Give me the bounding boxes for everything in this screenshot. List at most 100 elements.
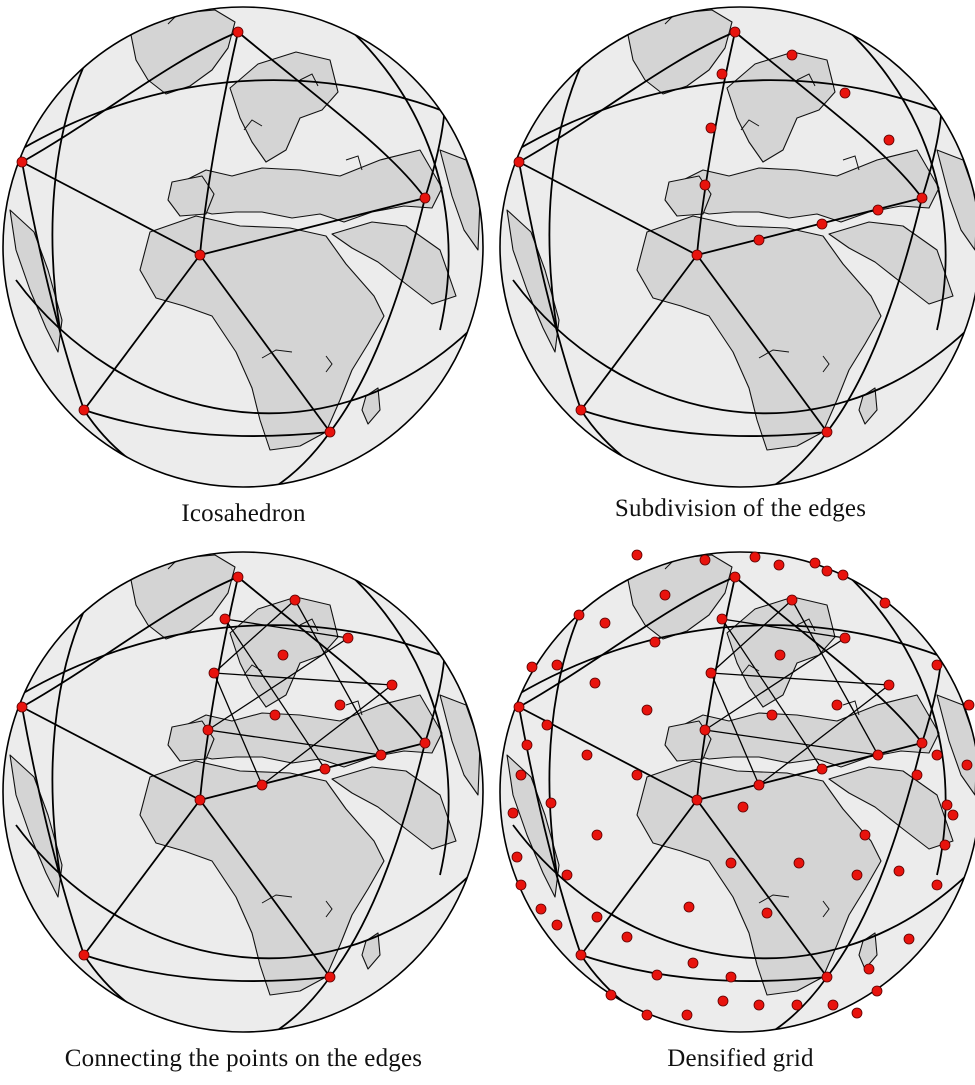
coastline-4: [261, 349, 293, 359]
grid-vertex: [691, 794, 703, 806]
grid-vertex: [699, 554, 711, 566]
edge-2: [199, 742, 426, 801]
grid-vertex: [511, 851, 523, 863]
grid-vertex: [753, 999, 765, 1011]
landmass-3: [664, 175, 712, 217]
grid-vertex: [513, 701, 525, 713]
edge-0: [21, 576, 239, 708]
grid-vertex: [289, 594, 301, 606]
coastline-1: [740, 119, 760, 131]
landmass-1: [229, 51, 339, 163]
subgrid-edge-3: [213, 672, 263, 786]
edge-4: [237, 576, 426, 744]
subgrid-edge-5: [791, 599, 879, 756]
coastline-4: [261, 894, 293, 904]
landmass-6: [858, 932, 878, 970]
grid-vertex: [749, 551, 761, 563]
landmass-2: [674, 149, 940, 223]
landmass-group: [506, 9, 975, 451]
grid-vertex: [839, 87, 851, 99]
subgrid-edge-8: [721, 618, 846, 639]
grid-vertex: [774, 649, 786, 661]
edge-15: [512, 824, 968, 960]
coastline-4: [758, 894, 790, 904]
caption-icosahedron: Icosahedron: [181, 500, 306, 527]
landmass-group: [9, 9, 481, 451]
grid-vertex: [319, 763, 331, 775]
landmass-2: [177, 694, 443, 768]
grid-vertex: [541, 719, 553, 731]
grid-vertex: [961, 759, 973, 771]
edge-9: [329, 742, 426, 978]
landmass-3: [167, 720, 215, 762]
edge-15: [512, 279, 968, 415]
landmass-6: [361, 932, 381, 970]
grid-vertex: [773, 559, 785, 571]
edge-6: [696, 254, 828, 433]
globe-icosahedron: [2, 6, 484, 488]
grid-vertex: [831, 699, 843, 711]
edge-8: [21, 706, 85, 956]
grid-vertex: [753, 234, 765, 246]
grid-vertex: [821, 426, 833, 438]
grid-vertex: [208, 667, 220, 679]
grid-vertex: [939, 839, 951, 851]
grid-vertex: [621, 931, 633, 943]
subgrid-edge-6: [207, 729, 382, 756]
grid-vertex: [699, 179, 711, 191]
grid-vertex: [916, 192, 928, 204]
landmass-3: [664, 720, 712, 762]
grid-vertex: [334, 699, 346, 711]
grid-vertex: [545, 797, 557, 809]
subgrid-edge-8: [224, 618, 349, 639]
edge-2: [199, 197, 426, 256]
grid-vertex: [786, 49, 798, 61]
panel-densified: Densified grid: [497, 545, 975, 1085]
coastline-5: [822, 900, 830, 918]
edge-3: [696, 576, 736, 801]
grid-vertex: [551, 659, 563, 671]
edge-14: [19, 79, 467, 151]
grid-vertex: [916, 737, 928, 749]
grid-vertex: [641, 704, 653, 716]
grid-vertex: [202, 724, 214, 736]
grid-vertex: [793, 857, 805, 869]
grid-vertex: [649, 636, 661, 648]
panel-subdivision: Subdivision of the edges: [497, 0, 975, 540]
vertex-group: [16, 26, 431, 438]
globe-outline: [499, 6, 975, 488]
grid-vertex: [816, 763, 828, 775]
grid-vertex: [78, 949, 90, 961]
grid-vertex: [513, 156, 525, 168]
coastline-1: [243, 119, 263, 131]
subgrid-edge-7: [213, 672, 393, 686]
grid-vertex: [641, 1009, 653, 1021]
edge-8: [21, 161, 85, 411]
landmass-4: [139, 215, 385, 451]
edge-9: [826, 197, 923, 433]
vertex-group: [507, 549, 975, 1021]
edge-1: [518, 161, 698, 256]
grid-vertex: [78, 404, 90, 416]
grid-vertex: [699, 724, 711, 736]
grid-vertex: [16, 701, 28, 713]
grid-vertex: [561, 869, 573, 881]
edge-4: [237, 31, 426, 199]
subgrid-edge-0: [213, 599, 296, 674]
globe-outline: [499, 551, 975, 1033]
edge-0: [518, 31, 736, 163]
coastline-3: [345, 700, 363, 716]
edge-2: [696, 742, 923, 801]
landmass-4: [636, 760, 882, 996]
grid-vertex: [931, 659, 943, 671]
edge-7: [580, 954, 828, 982]
grid-vertex: [883, 134, 895, 146]
grid-vertex: [893, 865, 905, 877]
grid-vertex: [591, 911, 603, 923]
subgrid-edge-2: [261, 684, 393, 786]
edge-9: [826, 742, 923, 978]
landmass-5: [331, 766, 457, 850]
grid-vertex: [871, 985, 883, 997]
globe-connecting: [2, 551, 484, 1033]
coastline-3: [842, 155, 860, 171]
